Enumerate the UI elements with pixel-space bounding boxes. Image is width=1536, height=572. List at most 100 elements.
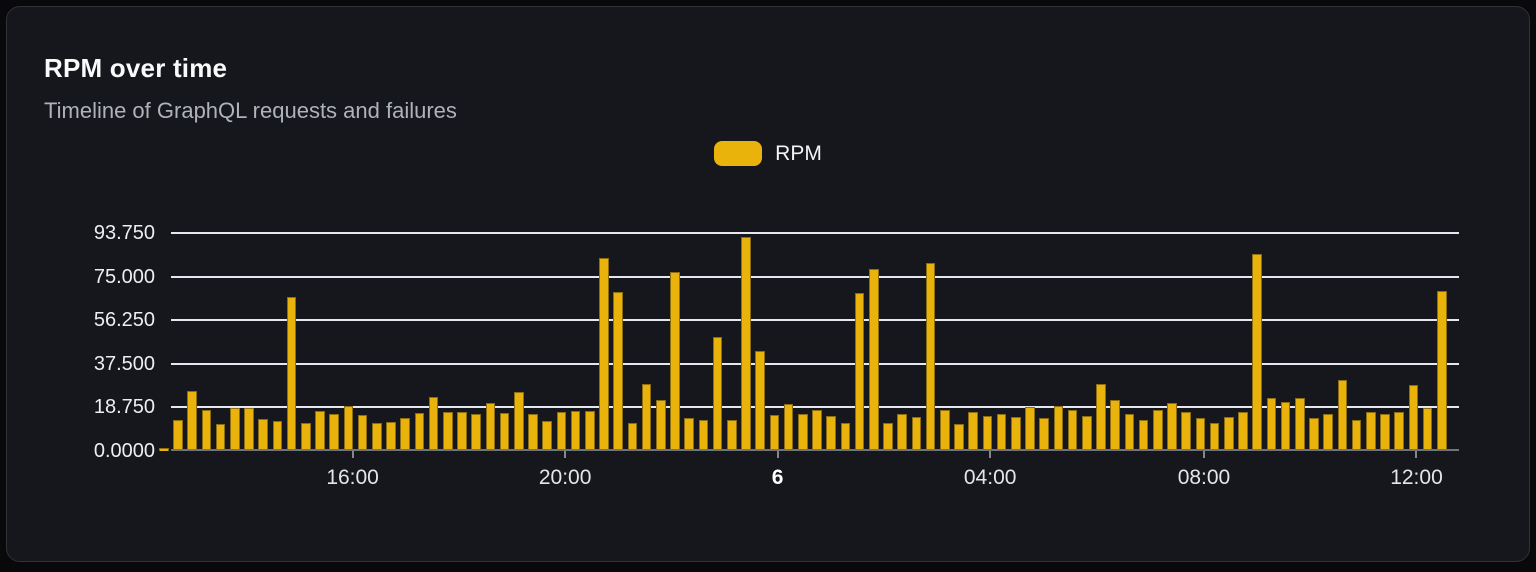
bar[interactable] [798, 414, 808, 451]
grid-line [171, 319, 1459, 322]
bar[interactable] [1394, 411, 1404, 451]
bar[interactable] [159, 447, 169, 451]
bar[interactable] [897, 414, 907, 451]
bar[interactable] [954, 424, 964, 451]
bar[interactable] [1408, 384, 1419, 451]
bar[interactable] [727, 420, 737, 451]
bar[interactable] [343, 406, 354, 451]
x-tick-label: 04:00 [963, 466, 1017, 489]
bar[interactable] [514, 391, 524, 451]
x-tick [1415, 451, 1418, 458]
bar[interactable] [812, 410, 822, 451]
bar[interactable] [840, 423, 851, 451]
bar[interactable] [443, 411, 453, 451]
bar[interactable] [1366, 411, 1376, 451]
bar[interactable] [1011, 417, 1021, 451]
bar[interactable] [599, 258, 609, 451]
bar[interactable] [1067, 410, 1078, 451]
bar[interactable] [386, 421, 396, 451]
bar[interactable] [684, 417, 694, 451]
bar[interactable] [613, 291, 623, 451]
bar[interactable] [698, 420, 709, 451]
bar[interactable] [286, 297, 297, 451]
bar[interactable] [173, 420, 183, 451]
bar[interactable] [528, 414, 538, 451]
bar[interactable] [670, 271, 680, 451]
bar[interactable] [769, 415, 780, 451]
bar[interactable] [230, 407, 240, 451]
rpm-chart-card: RPM over time Timeline of GraphQL reques… [6, 6, 1530, 562]
bar[interactable] [1280, 401, 1291, 451]
bar[interactable] [1124, 413, 1135, 451]
bar[interactable] [1337, 380, 1348, 451]
bar[interactable] [1351, 420, 1362, 451]
bar[interactable] [1110, 400, 1120, 451]
bar[interactable] [585, 411, 595, 451]
bar[interactable] [357, 414, 368, 451]
bar[interactable] [372, 423, 382, 451]
bar[interactable] [428, 397, 439, 451]
bar[interactable] [315, 411, 325, 451]
legend-rpm-swatch[interactable] [714, 141, 763, 166]
bar[interactable] [1252, 254, 1262, 451]
bar[interactable] [457, 411, 467, 451]
bar[interactable] [1380, 414, 1390, 451]
bar[interactable] [329, 414, 339, 451]
bar[interactable] [244, 407, 254, 451]
bar[interactable] [982, 416, 993, 451]
bar[interactable] [1266, 397, 1277, 451]
bar[interactable] [656, 400, 666, 451]
bar[interactable] [826, 416, 836, 451]
bar[interactable] [1138, 420, 1149, 451]
bar[interactable] [925, 263, 936, 451]
bar[interactable] [1209, 423, 1220, 451]
bar[interactable] [1238, 411, 1248, 451]
bar[interactable] [201, 410, 212, 451]
bar[interactable] [570, 411, 581, 451]
bar[interactable] [400, 417, 410, 451]
bar[interactable] [755, 350, 765, 451]
bar[interactable] [1039, 417, 1049, 451]
bar[interactable] [414, 413, 425, 451]
bar[interactable] [1053, 405, 1064, 451]
bar[interactable] [556, 411, 567, 451]
bar[interactable] [783, 403, 794, 451]
bar[interactable] [641, 384, 652, 451]
bar[interactable] [1153, 410, 1163, 451]
bar[interactable] [1167, 403, 1177, 451]
bar[interactable] [968, 411, 978, 451]
bar[interactable] [1096, 384, 1106, 451]
bar[interactable] [883, 423, 893, 451]
bar[interactable] [542, 421, 552, 451]
bar[interactable] [499, 413, 510, 451]
bar[interactable] [940, 410, 950, 451]
bar[interactable] [627, 423, 638, 451]
bar[interactable] [741, 236, 751, 451]
bar[interactable] [1181, 411, 1191, 451]
bar[interactable] [187, 391, 197, 451]
grid-line [171, 275, 1459, 278]
bar[interactable] [272, 421, 283, 451]
bar[interactable] [485, 403, 496, 451]
bar[interactable] [215, 424, 226, 451]
bar[interactable] [258, 418, 268, 451]
legend-rpm-label[interactable]: RPM [775, 141, 822, 165]
bar[interactable] [712, 337, 723, 451]
bar[interactable] [869, 268, 879, 451]
y-axis-label: 56.250 [93, 309, 155, 332]
bar[interactable] [1195, 417, 1206, 451]
bar[interactable] [996, 414, 1007, 451]
bar[interactable] [854, 293, 865, 451]
bar[interactable] [1025, 407, 1035, 451]
bar[interactable] [911, 417, 922, 451]
bar[interactable] [1437, 291, 1447, 451]
bar[interactable] [301, 423, 311, 451]
bar[interactable] [471, 414, 481, 451]
bar[interactable] [1422, 407, 1433, 451]
bar[interactable] [1323, 414, 1333, 451]
bar[interactable] [1309, 417, 1319, 451]
bar[interactable] [1224, 417, 1234, 451]
bar[interactable] [1295, 397, 1305, 451]
grid-line [171, 362, 1459, 365]
bar[interactable] [1082, 416, 1092, 451]
